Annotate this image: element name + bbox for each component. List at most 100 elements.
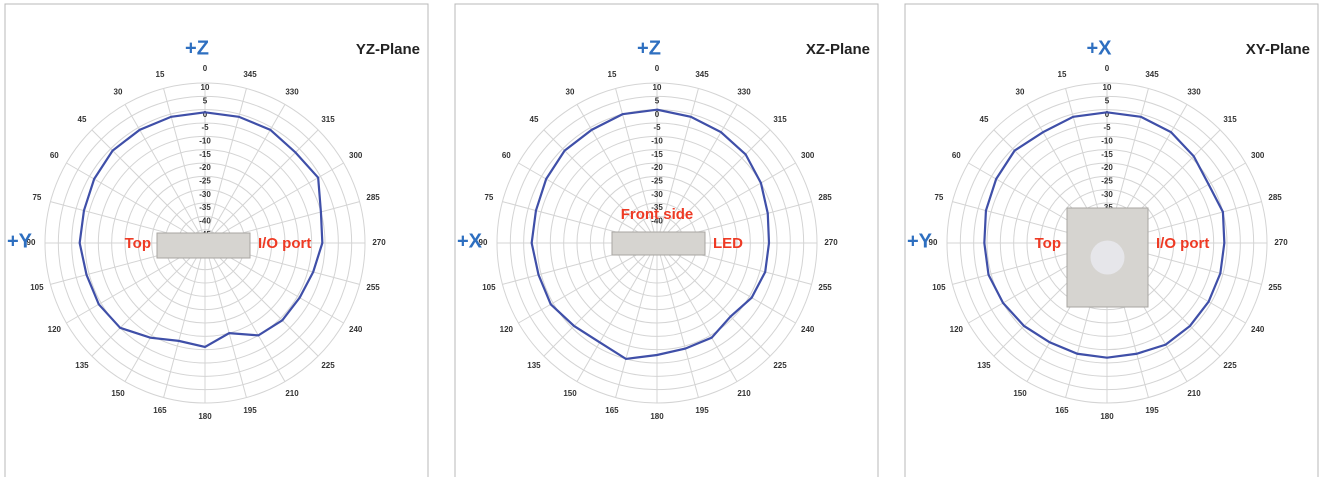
spoke (66, 162, 206, 244)
angle-label: 330 (737, 87, 751, 96)
spoke (518, 162, 658, 244)
spoke (124, 242, 206, 382)
angle-label: 75 (484, 193, 493, 202)
radial-tick-label: -20 (199, 163, 211, 172)
radial-tick-label: -15 (199, 150, 211, 159)
spoke (543, 129, 658, 244)
angle-label: 270 (824, 238, 838, 247)
spoke (163, 88, 206, 244)
spoke (576, 104, 658, 244)
radial-tick-label: 0 (1105, 110, 1110, 119)
right-annotation: LED (713, 235, 743, 252)
radial-tick-label: 5 (655, 96, 660, 105)
angle-label: 345 (1145, 70, 1159, 79)
axis-top-label: +Z (185, 37, 209, 59)
chart-title: YZ-Plane (356, 41, 420, 58)
radial-tick-label: -10 (1101, 136, 1113, 145)
spoke (656, 242, 699, 398)
radial-tick-label: 10 (1103, 83, 1112, 92)
angle-label: 285 (366, 193, 380, 202)
angle-label: 15 (1058, 70, 1067, 79)
angle-label: 225 (321, 361, 335, 370)
angle-label: 120 (500, 325, 514, 334)
radial-tick-label: -30 (1101, 190, 1113, 199)
axis-left-label: +Y (7, 230, 33, 252)
radial-tick-label: -35 (651, 203, 663, 212)
spoke (518, 242, 658, 324)
angle-label: 285 (1268, 193, 1282, 202)
angle-label: 45 (980, 115, 989, 124)
radial-tick-label: -5 (653, 123, 661, 132)
angle-label: 330 (285, 87, 299, 96)
spoke (91, 242, 206, 357)
pattern-line (983, 111, 1226, 359)
spoke (91, 129, 206, 244)
right-annotation: I/O port (1156, 235, 1209, 252)
pattern-line (78, 111, 324, 349)
radar-chart: 0153045607590105120135150165180195210225… (4, 3, 429, 477)
spoke (204, 104, 286, 244)
angle-label: 165 (153, 406, 167, 415)
angle-label: 150 (111, 389, 125, 398)
angle-label: 135 (527, 361, 541, 370)
angle-label: 165 (605, 406, 619, 415)
angle-label: 255 (366, 283, 380, 292)
spoke (204, 162, 344, 244)
device-image (156, 232, 251, 259)
device-mark (1090, 240, 1125, 275)
spoke (656, 129, 771, 244)
radial-tick-label: 5 (203, 96, 208, 105)
spoke (204, 242, 247, 398)
angle-label: 195 (243, 406, 257, 415)
spoke (656, 242, 738, 382)
angle-label: 135 (977, 361, 991, 370)
spoke (163, 242, 206, 398)
radial-tick-label: -15 (651, 150, 663, 159)
angle-label: 75 (32, 193, 41, 202)
axis-top-label: +X (1086, 37, 1112, 59)
angle-label: 165 (1055, 406, 1069, 415)
radial-tick-label: -30 (651, 190, 663, 199)
angle-label: 180 (1100, 412, 1114, 421)
angle-label: 30 (566, 87, 575, 96)
angle-label: 90 (479, 238, 488, 247)
angle-label: 315 (321, 115, 335, 124)
angle-label: 255 (818, 283, 832, 292)
spoke (656, 88, 699, 244)
radial-tick-label: 5 (1105, 96, 1110, 105)
radial-tick-label: -10 (651, 136, 663, 145)
angle-label: 180 (650, 412, 664, 421)
spoke (656, 104, 738, 244)
angle-label: 75 (934, 193, 943, 202)
angle-label: 270 (1274, 238, 1288, 247)
angle-label: 270 (372, 238, 386, 247)
angle-label: 300 (1251, 151, 1265, 160)
angle-label: 195 (695, 406, 709, 415)
radial-tick-label: -10 (199, 136, 211, 145)
radial-tick-label: -25 (1101, 176, 1113, 185)
axis-left-label: +X (457, 230, 483, 252)
angle-label: 315 (773, 115, 787, 124)
angle-label: 90 (929, 238, 938, 247)
angle-label: 30 (114, 87, 123, 96)
angle-label: 105 (30, 283, 44, 292)
radial-tick-label: -25 (651, 176, 663, 185)
angle-label: 105 (482, 283, 496, 292)
angle-label: 135 (75, 361, 89, 370)
angle-label: 210 (737, 389, 751, 398)
angle-label: 0 (203, 64, 208, 73)
angle-label: 60 (50, 151, 59, 160)
axis-left-label: +Y (907, 230, 933, 252)
angle-label: 210 (285, 389, 299, 398)
spoke (656, 242, 796, 324)
radial-tick-label: -35 (199, 203, 211, 212)
angle-label: 45 (530, 115, 539, 124)
device-image (611, 231, 706, 256)
radial-tick-label: 0 (655, 110, 660, 119)
spoke (204, 88, 247, 244)
angle-label: 210 (1187, 389, 1201, 398)
radial-tick-label: 10 (201, 83, 210, 92)
angle-label: 240 (801, 325, 815, 334)
angle-label: 15 (608, 70, 617, 79)
